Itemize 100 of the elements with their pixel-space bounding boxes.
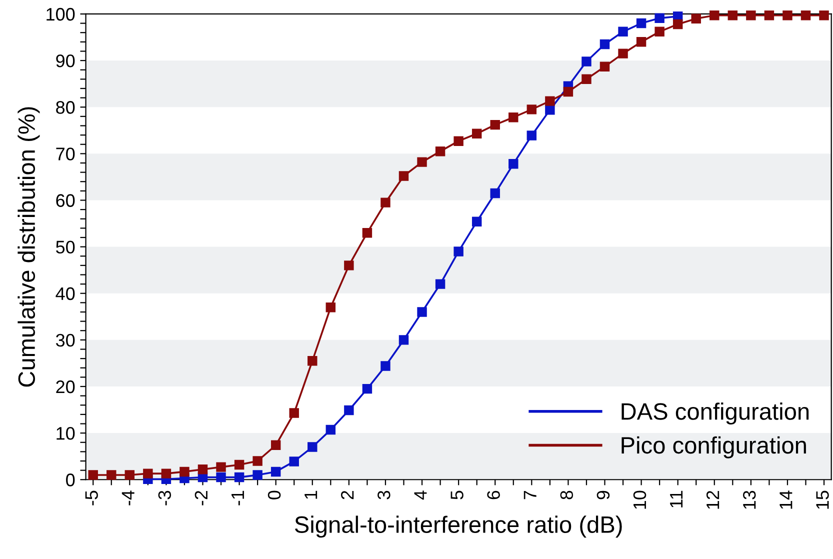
y-tick-label: 10 xyxy=(56,426,75,440)
legend-label: Pico configuration xyxy=(622,436,806,458)
y-axis-title: Cumulative distribution (%) xyxy=(18,107,40,387)
point xyxy=(636,18,646,28)
point xyxy=(490,188,500,198)
point xyxy=(782,10,792,20)
point xyxy=(672,19,683,30)
point xyxy=(582,56,592,66)
point xyxy=(764,10,774,20)
point xyxy=(308,442,318,452)
point xyxy=(344,405,354,416)
point xyxy=(417,157,427,167)
point xyxy=(600,62,610,72)
y-tick-label: 20 xyxy=(56,380,75,394)
y-tick-label: 80 xyxy=(56,101,75,114)
point xyxy=(180,466,190,477)
point xyxy=(124,470,135,480)
point xyxy=(600,39,610,50)
y-tick-label: 40 xyxy=(56,287,75,300)
y-tick-label: 30 xyxy=(56,334,75,347)
point xyxy=(289,456,299,466)
point xyxy=(88,470,98,480)
x-tick-label: -5 xyxy=(85,490,98,506)
point xyxy=(398,171,409,181)
point xyxy=(472,128,482,139)
x-tick-label: 14 xyxy=(780,490,792,509)
point xyxy=(380,198,390,208)
y-tick-label: 70 xyxy=(56,148,75,160)
point xyxy=(710,10,720,20)
point xyxy=(618,48,628,58)
x-tick-label: 5 xyxy=(450,490,464,500)
x-tick-label: -2 xyxy=(194,490,208,506)
point xyxy=(545,96,555,106)
point xyxy=(563,86,574,97)
point xyxy=(216,472,226,482)
point xyxy=(654,26,664,37)
point xyxy=(582,74,592,84)
point xyxy=(508,159,518,169)
point xyxy=(326,424,336,435)
point xyxy=(289,408,299,418)
point xyxy=(746,10,756,20)
x-tick-label: 0 xyxy=(268,490,281,500)
point xyxy=(380,361,390,371)
point xyxy=(435,279,446,289)
y-tick-label: 90 xyxy=(56,54,75,68)
point xyxy=(654,13,664,24)
point xyxy=(454,136,464,146)
point xyxy=(252,456,262,466)
point xyxy=(417,307,427,317)
point xyxy=(454,246,464,256)
point xyxy=(161,468,172,478)
x-tick-label: 15 xyxy=(816,490,829,509)
point xyxy=(526,130,537,140)
point xyxy=(472,216,482,227)
point xyxy=(362,228,372,238)
y-tick-label: 50 xyxy=(56,240,75,254)
point xyxy=(234,472,244,482)
x-tick-label: -4 xyxy=(122,490,134,506)
point xyxy=(198,464,208,474)
x-tick-label: 8 xyxy=(560,490,574,500)
x-tick-label: 10 xyxy=(633,490,646,509)
point xyxy=(728,10,738,20)
x-tick-label: 6 xyxy=(487,490,500,500)
x-tick-label: 7 xyxy=(524,490,536,500)
point xyxy=(691,14,701,24)
point xyxy=(618,26,628,37)
point xyxy=(270,440,281,450)
x-tick-label: 11 xyxy=(670,490,683,508)
x-tick-label: 13 xyxy=(742,490,756,509)
x-axis-title: Signal-to-interference ratio (dB) xyxy=(294,516,622,538)
point xyxy=(326,302,336,312)
x-tick-label: 3 xyxy=(378,490,390,500)
y-tick-label: 60 xyxy=(56,194,75,207)
point xyxy=(819,10,829,20)
point xyxy=(362,384,372,394)
x-tick-label: 4 xyxy=(414,490,427,500)
point xyxy=(344,260,354,270)
point xyxy=(216,462,226,472)
point xyxy=(398,335,409,345)
y-tick-label: 0 xyxy=(66,474,75,486)
legend-label: DAS configuration xyxy=(622,402,809,425)
point xyxy=(800,10,811,20)
point xyxy=(435,146,446,156)
point xyxy=(270,466,281,477)
x-tick-label: 12 xyxy=(706,490,720,509)
point xyxy=(545,105,555,115)
x-tick-label: 2 xyxy=(340,490,354,500)
x-tick-label: -3 xyxy=(158,490,172,506)
point xyxy=(106,470,116,480)
point xyxy=(490,120,500,130)
point xyxy=(508,112,518,122)
x-tick-label: -1 xyxy=(232,490,244,506)
point xyxy=(143,468,153,478)
point xyxy=(636,37,646,47)
x-tick-label: 1 xyxy=(304,490,318,499)
point xyxy=(526,104,537,114)
point xyxy=(252,470,262,480)
point xyxy=(234,460,244,470)
x-tick-label: 9 xyxy=(596,490,610,500)
point xyxy=(308,356,318,366)
